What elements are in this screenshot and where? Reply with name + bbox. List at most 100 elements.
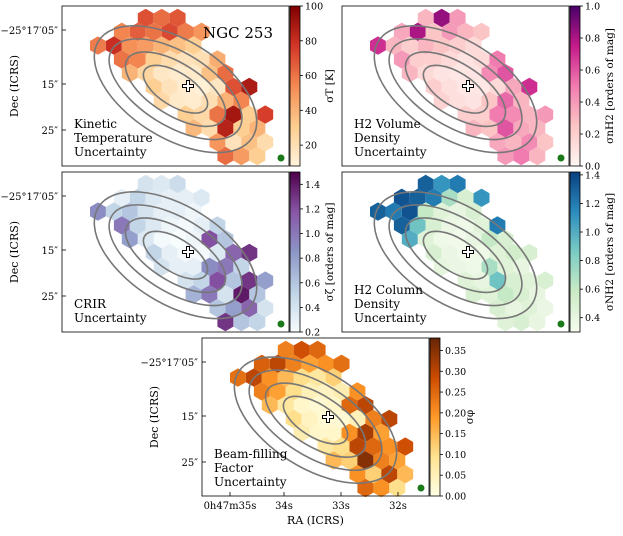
hex-cell: [293, 396, 310, 415]
hex-cell: [257, 105, 274, 124]
colorbar-tick-label: 0.2: [305, 328, 320, 339]
hex-cell: [389, 478, 406, 498]
colorbar-tick-label: 0.00: [445, 492, 466, 503]
panel-label-line: Uncertainty: [354, 311, 427, 325]
hex-cell: [481, 64, 498, 83]
beam-dot: [417, 484, 425, 492]
hex-cell: [529, 146, 546, 166]
x-tick-label: 0h47m35s: [204, 501, 257, 512]
hex-cell: [145, 77, 162, 97]
contour-line: [233, 356, 398, 485]
hex-cell: [513, 257, 530, 276]
hex-cell: [357, 423, 374, 442]
hexmap-column: [370, 174, 565, 332]
hex-cell: [285, 409, 302, 429]
hex-cell: [473, 22, 490, 41]
hex-cell: [433, 64, 450, 83]
hex-cell: [417, 202, 434, 221]
hex-cell: [233, 91, 250, 110]
x-tick-label: 32s: [389, 501, 407, 512]
hex-cell: [105, 36, 122, 55]
hex-cell: [513, 285, 530, 304]
hex-cell: [529, 312, 546, 332]
colorbar-bar: [289, 171, 301, 333]
hex-cell: [489, 133, 506, 152]
hex-cell: [325, 423, 342, 442]
hex-cell: [341, 451, 358, 470]
hex-cell: [241, 271, 258, 290]
hex-cell: [241, 105, 258, 124]
hex-cell: [225, 271, 242, 290]
colorbar-tick-label: 1.4: [585, 170, 600, 181]
contour-line: [388, 38, 523, 141]
hex-cell: [365, 437, 382, 456]
hex-cell: [257, 133, 274, 152]
hex-cell: [417, 8, 434, 28]
colorbar-tick-label: 0.4: [585, 98, 600, 109]
hex-cell: [217, 285, 234, 304]
hex-cell: [209, 105, 226, 124]
hex-cell: [249, 285, 266, 304]
hex-cell: [497, 91, 514, 110]
hex-cell: [129, 188, 146, 207]
hex-cell: [373, 451, 390, 470]
hex-cell: [201, 119, 218, 138]
x-tick-label: 34s: [275, 501, 293, 512]
colorbar-tick-label: 0.8: [585, 256, 600, 267]
colorbar-tick-label: 0.4: [305, 303, 320, 314]
hex-cell: [137, 36, 154, 55]
contour-line: [373, 191, 538, 320]
colorbar-tick-label: 20: [305, 141, 317, 152]
hex-cell: [433, 8, 450, 28]
hex-cell: [473, 243, 490, 263]
hex-cell: [233, 257, 250, 276]
hex-cell: [401, 36, 418, 55]
colorbar-label: σT [K]: [324, 69, 336, 103]
beam-dot: [557, 320, 565, 328]
hex-cell: [137, 174, 154, 194]
axes-frame-beam: [201, 337, 430, 497]
hex-cell: [161, 50, 178, 69]
hex-cell: [409, 216, 426, 235]
hex-cell: [489, 271, 506, 290]
hex-cell: [230, 368, 246, 387]
y-tick-label: −25°17′05″: [140, 358, 198, 369]
colorbar-label: σφ: [464, 410, 476, 425]
hex-cell: [473, 188, 490, 207]
hex-cell: [137, 8, 154, 28]
hex-cell: [209, 271, 226, 290]
y-axis-label: Dec (ICRS): [148, 386, 161, 448]
colorbar-bar: [429, 337, 441, 497]
hex-cell: [370, 36, 386, 55]
hex-cell: [357, 451, 374, 470]
hex-cell: [481, 285, 498, 304]
hex-cell: [497, 119, 514, 138]
colorbar-column: 0.4 0.6 0.8 1.0 1.2 1.4 σNH2 [orders of mag]: [569, 170, 616, 333]
hex-cell: [169, 174, 186, 194]
hex-cell: [537, 133, 554, 152]
hex-cell: [521, 77, 538, 97]
hex-cell: [537, 299, 554, 318]
colorbar-tick-label: 1.2: [305, 204, 320, 215]
hex-cell: [209, 299, 226, 318]
hex-cell: [249, 312, 266, 332]
hex-cell: [397, 437, 414, 456]
colorbar-tick-label: 0.10: [445, 450, 466, 461]
panel-label-line: Uncertainty: [74, 145, 147, 159]
colorbar-tick-label: 0.8: [585, 34, 600, 45]
colorbar-kinetic: 20 40 60 80 100 σT [K]: [289, 2, 336, 167]
axis-labels: −25°17′05″ 15″ 25″ Dec (ICRS) −25°17′05″ 15″ 2…: [0, 26, 406, 527]
hex-cell: [137, 202, 154, 221]
nucleus-marker-inner: [322, 412, 333, 422]
hex-cell: [209, 243, 226, 263]
hex-cell: [417, 230, 434, 249]
colorbar-tick-label: 0.2: [585, 130, 600, 141]
panel-label-line: H2 Column: [354, 283, 423, 297]
hex-cell: [233, 146, 250, 166]
hex-cell: [417, 36, 434, 55]
hex-cell: [433, 174, 450, 194]
